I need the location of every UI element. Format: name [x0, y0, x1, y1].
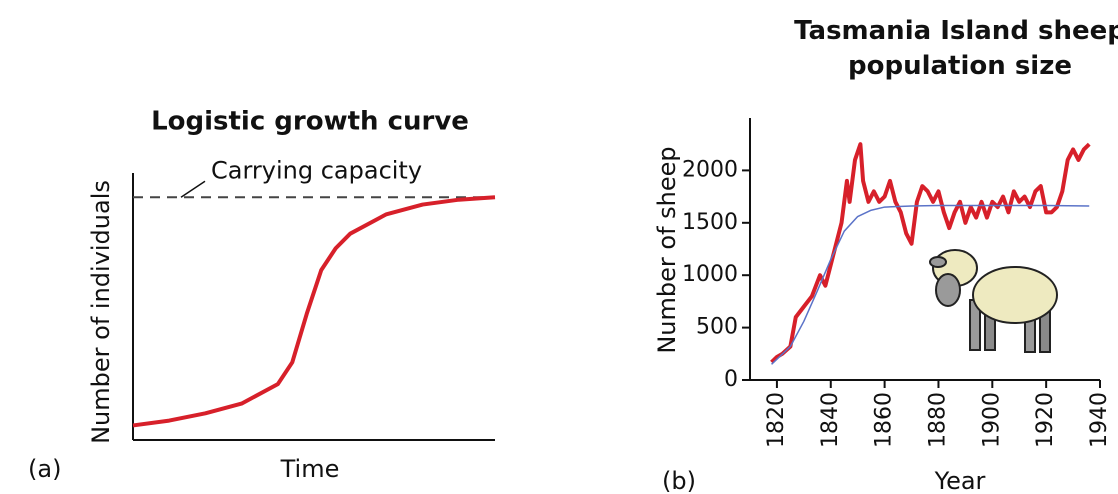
chart-title: Tasmania Island sheep population size — [790, 14, 1118, 84]
y-tick-label: 1000 — [682, 262, 738, 287]
panel-label: (b) — [662, 467, 696, 494]
y-tick-label: 500 — [696, 315, 738, 340]
annotation: Carrying capacity — [211, 156, 422, 184]
chart-title: Logistic growth curve — [151, 107, 469, 137]
y-tick-label: 0 — [724, 367, 738, 392]
data-line — [133, 197, 495, 425]
y-axis-label: Number of individuals — [87, 180, 115, 444]
x-axis-label: Year — [934, 467, 986, 494]
x-tick-label: 1860 — [872, 392, 897, 448]
x-tick-label: 1840 — [818, 392, 843, 448]
x-axis-label: Time — [280, 455, 340, 483]
x-tick-label: 1940 — [1087, 392, 1112, 448]
x-tick-label: 1900 — [979, 392, 1004, 448]
y-axis-label: Number of sheep — [653, 146, 681, 353]
annotation-leader — [181, 181, 205, 197]
sheep-illustration — [930, 250, 1057, 352]
y-tick-label: 1500 — [682, 210, 738, 235]
page: {"chart_data": [ {"type": "line", "panel… — [0, 0, 1118, 494]
panel-label: (a) — [28, 455, 61, 483]
x-tick-label: 1880 — [925, 392, 950, 448]
y-tick-label: 2000 — [682, 157, 738, 182]
x-tick-label: 1820 — [764, 392, 789, 448]
x-tick-label: 1920 — [1033, 392, 1058, 448]
